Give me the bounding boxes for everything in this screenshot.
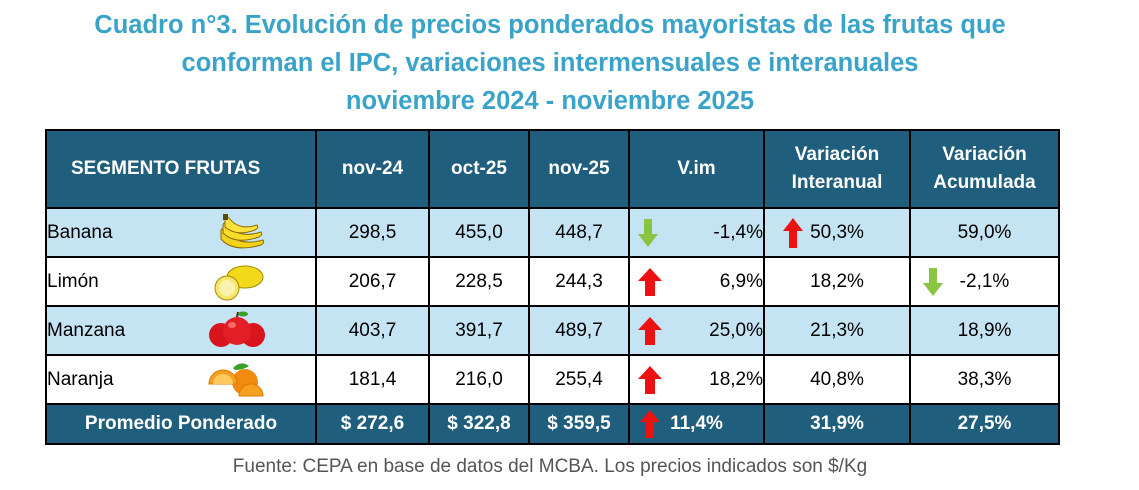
interanual-cell: 18,2% <box>763 256 911 307</box>
interanual-value: 50,3% <box>810 221 864 243</box>
header-acumulada: Variación Acumulada <box>909 129 1060 209</box>
oct25-cell: 216,0 <box>428 354 530 405</box>
header-oct25: oct-25 <box>428 129 530 209</box>
interanual-cell: 40,8% <box>763 354 911 405</box>
total-acumulada: 27,5% <box>909 403 1060 445</box>
nov25-cell: 489,7 <box>528 305 630 356</box>
total-oct25: $ 322,8 <box>428 403 530 445</box>
arrow-up-icon <box>638 365 662 394</box>
nov25-cell: 244,3 <box>528 256 630 307</box>
vim-cell: 25,0% <box>628 305 765 356</box>
header-acumulada-line1: Variación <box>942 144 1027 165</box>
total-interanual: 31,9% <box>763 403 911 445</box>
nov25-cell: 448,7 <box>528 207 630 258</box>
nov24-cell: 181,4 <box>315 354 430 405</box>
fruit-cell: Manzana <box>45 305 317 356</box>
orange-icon <box>208 362 264 396</box>
title-line-3: noviembre 2024 - noviembre 2025 <box>345 87 755 115</box>
total-nov25: $ 359,5 <box>528 403 630 445</box>
acumulada-cell: -2,1% <box>909 256 1060 307</box>
header-vim: V.im <box>628 129 765 209</box>
fruit-price-table: SEGMENTO FRUTAS nov-24 oct-25 nov-25 V.i… <box>45 129 1060 445</box>
interanual-cell: 21,3% <box>763 305 911 356</box>
vim-value: 25,0% <box>709 319 763 341</box>
header-interanual: Variación Interanual <box>763 129 911 209</box>
arrow-down-icon <box>638 218 658 247</box>
total-vim-cell: 11,4% <box>628 403 765 445</box>
header-acumulada-line2: Acumulada <box>933 172 1036 193</box>
fruit-name: Naranja <box>47 368 114 390</box>
fruit-name: Limón <box>47 270 99 292</box>
arrow-down-icon <box>923 267 943 296</box>
vim-cell: 18,2% <box>628 354 765 405</box>
vim-value: 6,9% <box>719 270 763 292</box>
apple-icon <box>209 311 265 347</box>
header-interanual-line2: Interanual <box>791 172 883 193</box>
lemon-icon <box>214 265 264 300</box>
header-row: SEGMENTO FRUTAS nov-24 oct-25 nov-25 V.i… <box>45 129 1060 209</box>
oct25-cell: 391,7 <box>428 305 530 356</box>
header-interanual-line1: Variación <box>794 144 880 165</box>
header-nov25: nov-25 <box>528 129 630 209</box>
interanual-cell: 50,3% <box>763 207 911 258</box>
nov24-cell: 298,5 <box>315 207 430 258</box>
source-note: Fuente: CEPA en base de datos del MCBA. … <box>232 456 868 477</box>
vim-cell: -1,4% <box>628 207 765 258</box>
fruit-cell: Banana <box>45 207 317 258</box>
acumulada-cell: 18,9% <box>909 305 1060 356</box>
table-row: Limón 206,7 228,5 244,3 6,9% 18,2% -2,1% <box>45 256 1060 307</box>
title-line-2: conforman el IPC, variaciones intermensu… <box>181 49 919 77</box>
banana-icon <box>220 213 265 248</box>
total-label: Promedio Ponderado <box>45 403 317 445</box>
table-row: Naranja 181,4 216,0 255,4 18,2% 40,8% 38… <box>45 354 1060 405</box>
oct25-cell: 455,0 <box>428 207 530 258</box>
total-vim-value: 11,4% <box>670 413 723 434</box>
vim-value: 18,2% <box>709 368 763 390</box>
acumulada-value: -2,1% <box>959 270 1010 292</box>
nov25-cell: 255,4 <box>528 354 630 405</box>
header-nov24: nov-24 <box>315 129 430 209</box>
table-title: Cuadro n°3. Evolución de precios pondera… <box>0 6 1100 120</box>
fruit-cell: Limón <box>45 256 317 307</box>
fruit-cell: Naranja <box>45 354 317 405</box>
arrow-up-icon <box>783 217 803 248</box>
table-row: Banana 298,5 455,0 448,7 -1,4% 50,3% 59,… <box>45 207 1060 258</box>
table-row: Manzana 403,7 391,7 489,7 25,0% 21,3% 18… <box>45 305 1060 356</box>
title-line-1: Cuadro n°3. Evolución de precios pondera… <box>94 11 1006 39</box>
arrow-up-icon <box>638 316 662 345</box>
vim-cell: 6,9% <box>628 256 765 307</box>
fruit-name: Banana <box>47 221 113 243</box>
arrow-up-icon <box>638 267 662 296</box>
acumulada-cell: 59,0% <box>909 207 1060 258</box>
header-segment: SEGMENTO FRUTAS <box>45 129 317 209</box>
acumulada-cell: 38,3% <box>909 354 1060 405</box>
fruit-name: Manzana <box>47 319 126 341</box>
nov24-cell: 403,7 <box>315 305 430 356</box>
total-row: Promedio Ponderado $ 272,6 $ 322,8 $ 359… <box>45 403 1060 445</box>
nov24-cell: 206,7 <box>315 256 430 307</box>
vim-value: -1,4% <box>713 221 763 243</box>
oct25-cell: 228,5 <box>428 256 530 307</box>
arrow-up-icon <box>640 410 660 438</box>
total-nov24: $ 272,6 <box>315 403 430 445</box>
